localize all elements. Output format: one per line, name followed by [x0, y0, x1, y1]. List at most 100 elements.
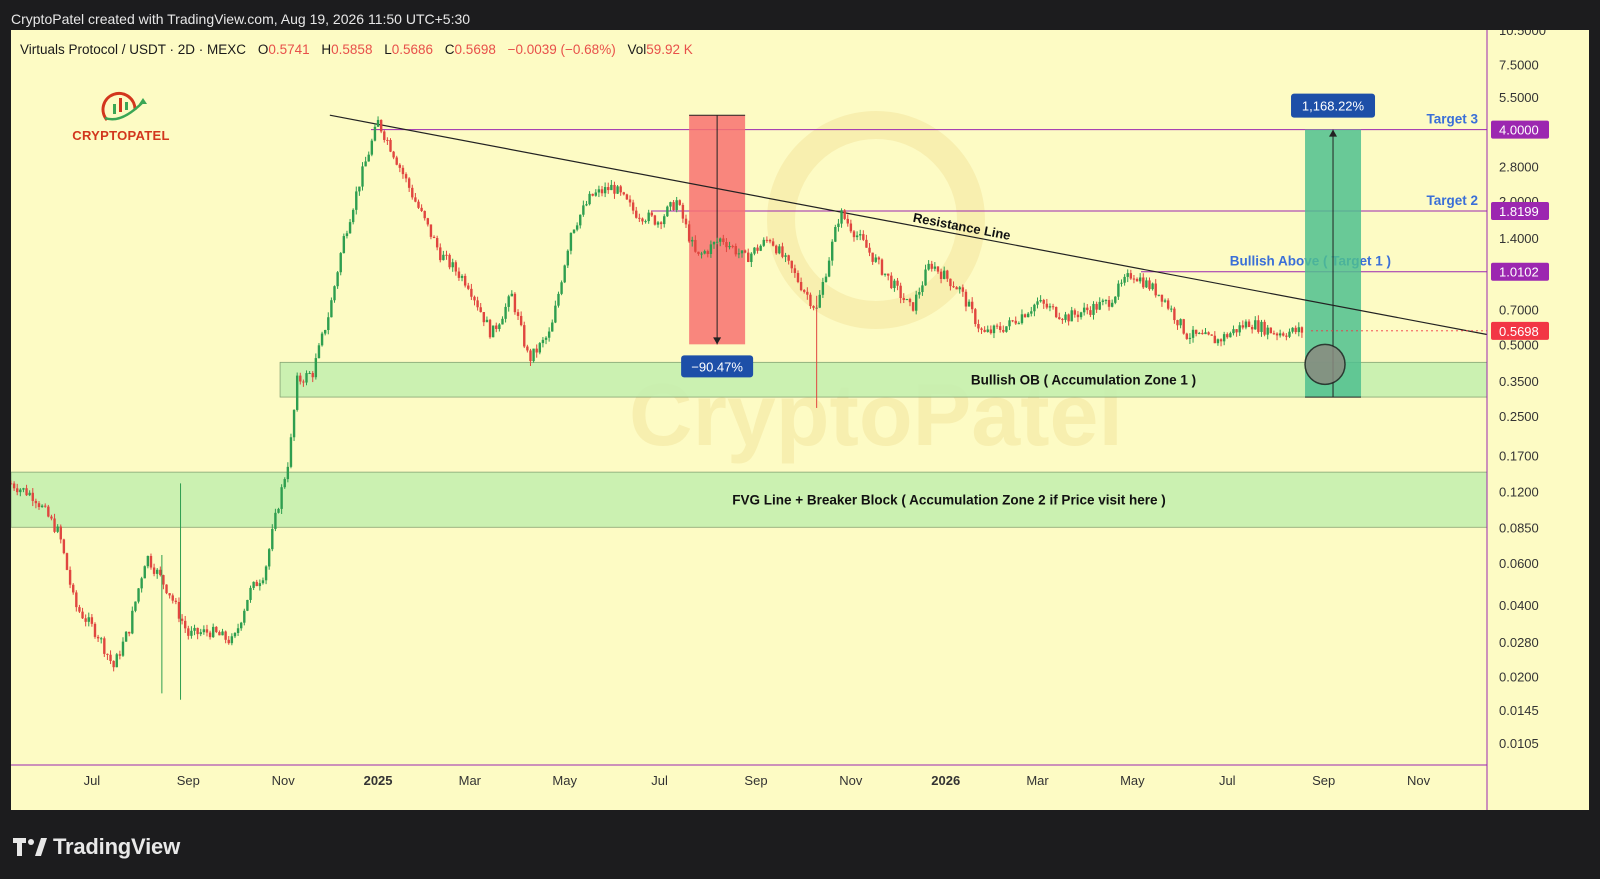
candle-body — [547, 331, 551, 338]
candle-body — [426, 218, 430, 225]
chart-area[interactable]: CryptoPatel Bullish OB ( Accumulation Zon… — [11, 30, 1589, 810]
candle-body — [267, 549, 271, 567]
candle-body — [345, 233, 349, 237]
candle-body — [149, 555, 153, 568]
footer-brand[interactable]: TradingView — [13, 833, 180, 861]
candle-body — [96, 636, 100, 639]
candle-body — [1229, 333, 1232, 338]
candle-body — [1300, 327, 1304, 333]
candle-body — [594, 192, 598, 196]
candle-body — [180, 618, 184, 621]
candle-body — [1222, 334, 1226, 342]
low-key: L — [384, 42, 392, 57]
candle-body — [585, 204, 588, 206]
candle-body — [1288, 331, 1291, 337]
candle-body — [258, 583, 262, 587]
high-key: H — [321, 42, 332, 57]
candle-body — [473, 296, 476, 301]
candle-body — [451, 262, 454, 268]
candle-body — [756, 247, 759, 251]
candle-body — [890, 275, 893, 289]
candle-body — [491, 325, 495, 338]
candle-body — [358, 186, 361, 192]
price-badge-4 — [1491, 321, 1549, 340]
candle-body — [709, 244, 713, 255]
price-badge-label-1: 4.0000 — [1499, 123, 1539, 138]
candle-body — [227, 639, 230, 644]
candle-body — [90, 617, 94, 624]
candle-body — [526, 346, 529, 351]
candle-body — [663, 216, 666, 225]
candle-body — [364, 161, 367, 167]
candle-body — [868, 247, 871, 253]
candle-body — [407, 178, 411, 188]
candle-body — [1142, 277, 1145, 288]
candle-body — [389, 139, 392, 152]
candle-body — [731, 245, 734, 247]
candle-body — [355, 191, 358, 210]
cryptopatel-logo: CRYPTOPATEL — [71, 88, 171, 148]
candle-body — [1194, 329, 1198, 334]
candle-body — [974, 309, 977, 325]
candle-body — [1244, 321, 1248, 328]
candle-body — [1154, 283, 1157, 296]
tradingview-logo-icon — [13, 838, 47, 856]
candle-body — [1064, 314, 1067, 320]
time-tick-label: Jul — [651, 773, 668, 788]
candle-body — [1135, 278, 1139, 282]
candle-body — [949, 278, 952, 287]
candle-body — [1204, 332, 1207, 335]
candle-body — [513, 293, 517, 313]
candle-body — [656, 222, 660, 225]
candle-body — [1247, 321, 1251, 328]
candle-body — [429, 224, 433, 237]
candle-body — [495, 325, 498, 330]
candle-body — [980, 328, 983, 330]
candle-body — [554, 305, 557, 323]
drawdown-arrowhead-icon — [713, 337, 722, 345]
candle-body — [1297, 327, 1301, 333]
candle-body — [874, 257, 877, 262]
low-value: 0.5686 — [391, 42, 434, 57]
candle-body — [174, 600, 178, 602]
candle-body — [1051, 306, 1055, 308]
candle-body — [1048, 306, 1052, 308]
candle-body — [560, 282, 563, 294]
candles — [11, 116, 1304, 700]
candle-body — [230, 636, 234, 644]
candle-body — [1076, 314, 1080, 318]
candle-body — [50, 516, 53, 519]
candle-body — [1285, 335, 1288, 337]
candle-body — [215, 626, 218, 633]
candle-body — [992, 325, 996, 334]
candle-body — [224, 631, 227, 640]
candle-body — [1070, 310, 1073, 322]
candle-body — [781, 246, 784, 257]
price-tick-label: 0.0105 — [1499, 736, 1539, 751]
candle-body — [743, 250, 747, 253]
candle-body — [476, 300, 479, 308]
candle-body — [650, 212, 653, 216]
candle-body — [970, 301, 974, 310]
candle-body — [799, 282, 803, 291]
candle-body — [112, 660, 115, 668]
candle-body — [1238, 325, 1241, 333]
time-tick-label: 2026 — [931, 773, 960, 788]
candle-body — [1254, 320, 1257, 330]
candle-body — [44, 505, 47, 507]
resistance-line — [329, 114, 1488, 336]
candle-body — [678, 200, 681, 205]
candle-body — [846, 218, 849, 224]
candle-body — [314, 358, 318, 378]
candle-body — [510, 293, 514, 297]
candle-body — [398, 164, 402, 168]
candle-body — [395, 157, 398, 165]
candle-body — [1185, 333, 1189, 339]
candle-body — [68, 569, 72, 585]
candle-body — [535, 348, 538, 353]
candle-body — [439, 247, 442, 261]
candle-body — [196, 627, 199, 635]
price-axis-bg — [1487, 30, 1589, 765]
candle-body — [448, 254, 451, 268]
